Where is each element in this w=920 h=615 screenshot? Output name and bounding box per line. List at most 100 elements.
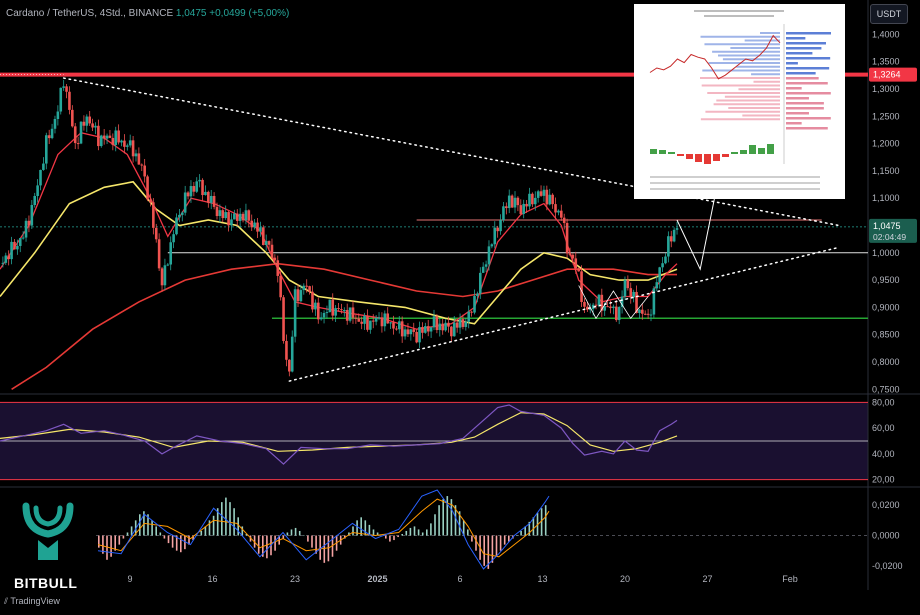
candle-body xyxy=(233,213,236,220)
candle-body xyxy=(68,91,71,110)
candle-body xyxy=(638,309,641,313)
candle-body xyxy=(16,245,19,250)
rsi-tick-label: 40,00 xyxy=(872,449,895,459)
candle-body xyxy=(126,145,129,147)
candle-body xyxy=(505,206,508,209)
candle-body xyxy=(429,327,433,332)
macd-histogram-bar xyxy=(372,529,375,536)
macd-histogram-bar xyxy=(389,535,391,542)
current-price-tag xyxy=(869,218,917,243)
candle-body xyxy=(432,316,436,328)
candle-body xyxy=(33,195,37,205)
candle-body xyxy=(415,331,418,343)
rsi-tick-label: 80,00 xyxy=(872,397,895,407)
candle-body xyxy=(516,197,520,206)
candle-body xyxy=(253,222,256,228)
currency-button[interactable]: USDT xyxy=(870,4,908,24)
candle-body xyxy=(282,297,285,341)
candle-body xyxy=(175,217,178,235)
x-tick-label: 9 xyxy=(127,574,132,584)
candle-body xyxy=(180,212,184,215)
x-tick-label: 6 xyxy=(457,574,462,584)
macd-histogram-bar xyxy=(98,535,100,548)
resistance-tag-label: 1,3264 xyxy=(873,70,901,80)
candle-body xyxy=(343,309,346,311)
macd-histogram-bar xyxy=(434,514,436,536)
candle-body xyxy=(574,258,578,269)
candle-body xyxy=(554,204,557,213)
macd-histogram-bar xyxy=(274,535,276,551)
inset-cumulative-bar xyxy=(786,87,802,90)
candle-body xyxy=(105,135,109,139)
macd-histogram-bar xyxy=(397,535,399,538)
inset-histogram-bar xyxy=(731,152,738,154)
candle-body xyxy=(285,340,288,360)
macd-histogram-bar xyxy=(286,532,289,536)
candle-body xyxy=(13,241,16,250)
macd-histogram-bar xyxy=(385,535,387,539)
candle-body xyxy=(366,315,369,330)
inset-histogram-bar xyxy=(722,154,729,157)
candle-body xyxy=(525,203,528,207)
inset-liquidation-band xyxy=(712,50,780,53)
candle-body xyxy=(560,210,563,218)
candle-body xyxy=(476,293,479,297)
candle-body xyxy=(357,318,361,322)
macd-histogram-bar xyxy=(495,535,498,557)
y-tick-label: 1,1000 xyxy=(872,193,900,203)
inset-histogram-bar xyxy=(767,144,774,154)
candle-body xyxy=(24,220,28,238)
inset-histogram-bar xyxy=(758,148,765,154)
macd-histogram-bar xyxy=(102,535,104,554)
candle-body xyxy=(340,309,343,311)
candle-body xyxy=(218,210,222,217)
candle-body xyxy=(160,268,164,286)
macd-tick-label: 0,0000 xyxy=(872,531,900,541)
candle-body xyxy=(435,316,439,331)
candle-body xyxy=(82,121,86,126)
macd-histogram-bar xyxy=(114,535,116,551)
candle-body xyxy=(522,203,525,214)
y-tick-label: 1,4000 xyxy=(872,29,900,39)
inset-liquidation-band xyxy=(724,95,780,98)
candle-body xyxy=(499,220,502,232)
candle-body xyxy=(658,267,661,283)
candle-body xyxy=(36,185,39,196)
inset-liquidation-band xyxy=(716,99,780,102)
candle-body xyxy=(183,192,187,213)
candle-body xyxy=(79,121,83,144)
inset-histogram-bar xyxy=(749,145,756,154)
macd-histogram-bar xyxy=(417,529,420,536)
candle-body xyxy=(91,123,94,128)
candle-body xyxy=(348,307,352,321)
candle-body xyxy=(331,299,335,316)
macd-histogram-bar xyxy=(364,520,367,536)
macd-histogram-bar xyxy=(499,535,502,551)
candle-body xyxy=(128,140,132,146)
candle-body xyxy=(672,229,676,242)
macd-histogram-bar xyxy=(266,535,268,559)
candle-body xyxy=(4,255,8,263)
inset-liquidation-band xyxy=(744,39,780,42)
macd-histogram-bar xyxy=(483,535,485,566)
candle-body xyxy=(493,227,497,245)
candle-body xyxy=(444,322,447,331)
candle-body xyxy=(629,288,633,298)
candle-body xyxy=(513,197,517,208)
candle-body xyxy=(571,254,575,259)
inset-histogram-bar xyxy=(713,154,720,161)
candle-body xyxy=(614,306,618,321)
inset-cumulative-bar xyxy=(786,102,824,105)
inset-liquidation-band xyxy=(722,58,780,61)
candle-body xyxy=(354,317,358,319)
candle-body xyxy=(230,219,233,226)
candle-body xyxy=(360,321,363,324)
macd-histogram-bar xyxy=(106,535,108,560)
candle-body xyxy=(53,118,57,129)
macd-histogram-bar xyxy=(462,520,465,536)
candle-body xyxy=(201,179,204,196)
x-tick-label: 16 xyxy=(207,574,217,584)
candle-body xyxy=(487,246,491,265)
y-tick-label: 0,7500 xyxy=(872,384,900,394)
macd-histogram-bar xyxy=(184,535,186,550)
